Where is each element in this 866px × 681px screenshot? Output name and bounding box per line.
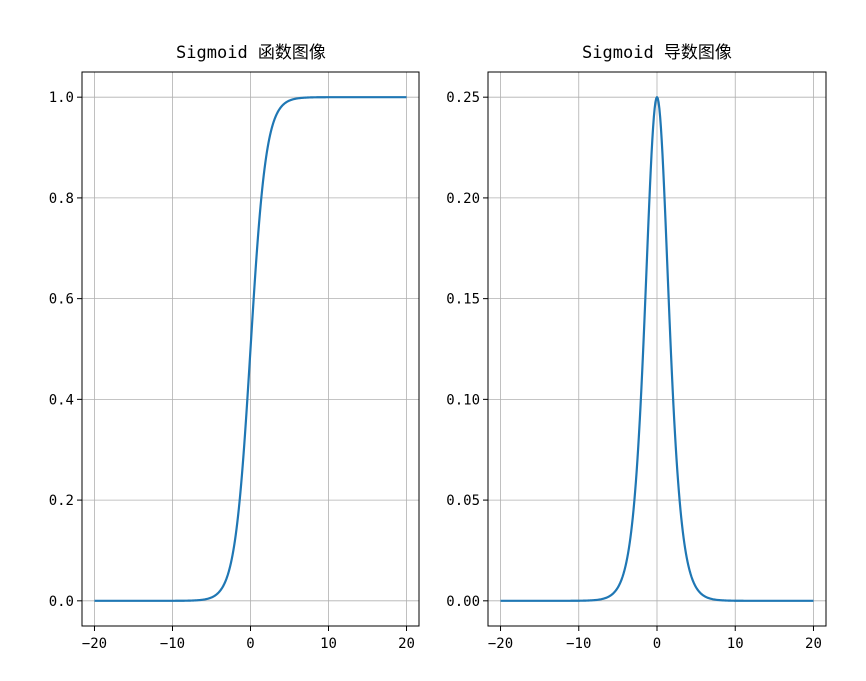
- x-tick-label: −20: [82, 636, 107, 652]
- y-tick-label: 0.00: [446, 594, 480, 610]
- x-tick-label: 20: [805, 636, 822, 652]
- series-line: [500, 96, 814, 602]
- x-tick-label: 0: [246, 636, 254, 652]
- x-tick-label: −10: [160, 636, 185, 652]
- x-tick-label: 10: [320, 636, 337, 652]
- y-tick-label: 0.15: [446, 292, 480, 308]
- x-tick-label: 20: [398, 636, 415, 652]
- y-tick-label: 0.25: [446, 90, 480, 106]
- y-tick-label: 0.4: [49, 392, 74, 408]
- x-tick-label: 10: [727, 636, 744, 652]
- y-tick-label: 0.6: [49, 292, 74, 308]
- x-tick-label: −20: [488, 636, 513, 652]
- y-tick-label: 0.20: [446, 191, 480, 207]
- sigmoid-function-title: Sigmoid 函数图像: [176, 43, 326, 63]
- y-tick-label: 0.8: [49, 191, 74, 207]
- x-tick-label: −10: [566, 636, 591, 652]
- sigmoid-derivative-title: Sigmoid 导数图像: [582, 43, 732, 63]
- sigmoid-derivative-plot: Sigmoid 导数图像 −20 −10 0 10 20 0.00 0.05 0.10 0.15…: [446, 43, 827, 652]
- y-tick-label: 1.0: [49, 90, 74, 106]
- sigmoid-function-plot: Sigmoid 函数图像 −20 −10 0 10 20 0.0 0.2 0.4 0.6 0.8 1…: [49, 43, 420, 652]
- series-line: [94, 96, 407, 602]
- y-tick-label: 0.05: [446, 493, 480, 509]
- y-tick-label: 0.2: [49, 493, 74, 509]
- y-tick-label: 0.0: [49, 594, 74, 610]
- y-tick-label: 0.10: [446, 392, 480, 408]
- x-tick-label: 0: [653, 636, 661, 652]
